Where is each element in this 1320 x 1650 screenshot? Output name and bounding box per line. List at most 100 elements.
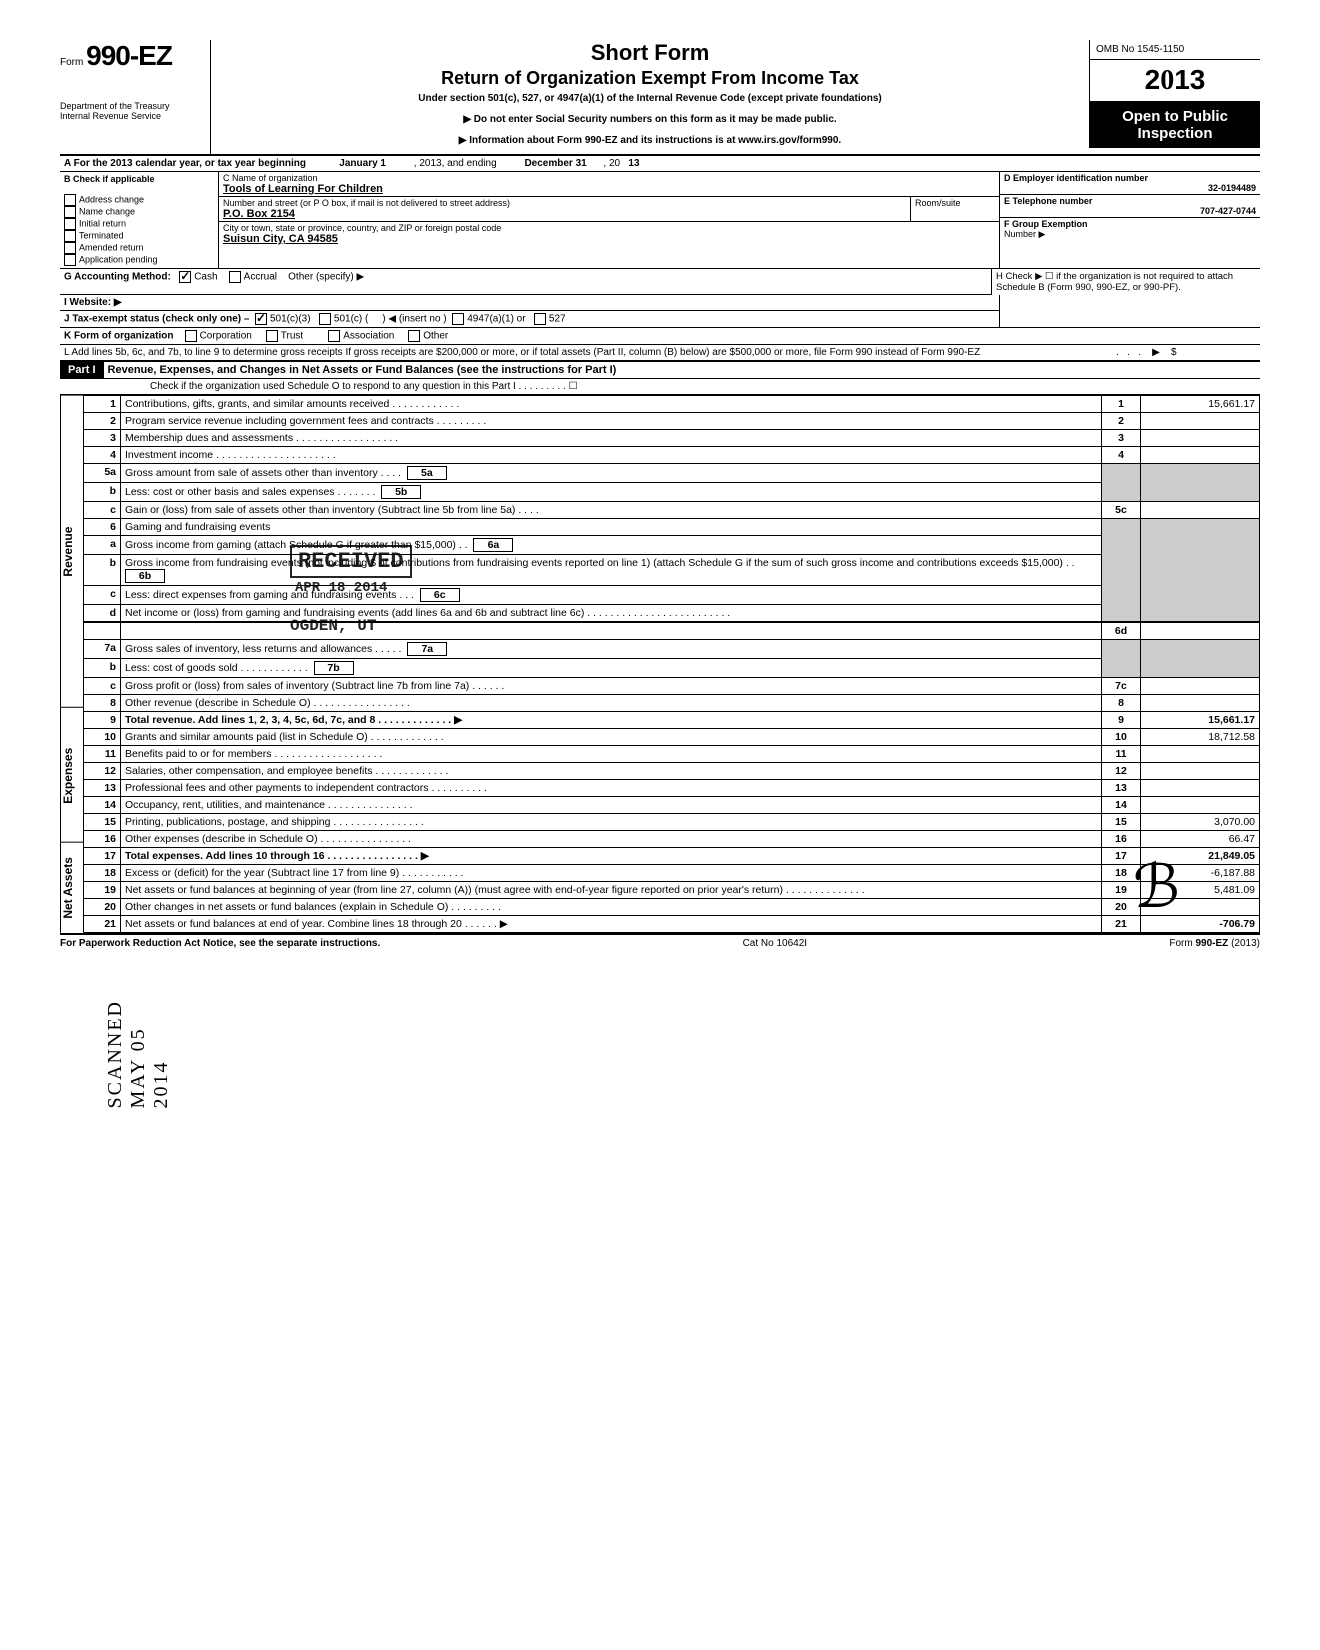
chk-other-org[interactable] — [408, 330, 420, 342]
h-text: H Check ▶ ☐ if the organization is not r… — [996, 271, 1233, 293]
form-header: Form 990-EZ Department of the Treasury I… — [60, 40, 1260, 154]
line-6d: dNet income or (loss) from gaming and fu… — [84, 605, 1260, 622]
form-number-value: 990-EZ — [86, 40, 172, 71]
line-a-end: December 31 — [524, 158, 586, 169]
opt-501c: 501(c) ( — [334, 314, 368, 325]
part1-header-row: Part I Revenue, Expenses, and Changes in… — [60, 361, 1260, 379]
line-a-label: A For the 2013 calendar year, or tax yea… — [64, 158, 306, 169]
l-arrow: ▶ — [1152, 347, 1160, 358]
chk-amended[interactable] — [64, 242, 76, 254]
f-group-exemption: F Group Exemption Number ▶ — [1000, 218, 1260, 241]
omb-number: OMB No 1545-1150 — [1090, 40, 1260, 60]
chk-app-pending[interactable] — [64, 254, 76, 266]
line-17: 17Total expenses. Add lines 10 through 1… — [84, 848, 1260, 865]
stamp-scanned: SCANNED MAY 05 2014 — [104, 1000, 173, 1108]
opt-initial-return: Initial return — [79, 218, 126, 228]
b-label: B Check if applicable — [64, 174, 155, 184]
g-label: G Accounting Method: — [64, 272, 171, 283]
line-a-tax-year: A For the 2013 calendar year, or tax yea… — [60, 154, 1260, 172]
f-label: F Group Exemption — [1004, 219, 1088, 229]
line-6: 6Gaming and fundraising events — [84, 519, 1260, 536]
part1-check-o: Check if the organization used Schedule … — [60, 379, 1260, 395]
chk-cash[interactable] — [179, 271, 191, 283]
line-10: 10Grants and similar amounts paid (list … — [84, 729, 1260, 746]
chk-527[interactable] — [534, 313, 546, 325]
line-14: 14Occupancy, rent, utilities, and mainte… — [84, 797, 1260, 814]
opt-accrual: Accrual — [244, 272, 277, 283]
chk-address-change[interactable] — [64, 194, 76, 206]
lines-table-wrap: 1Contributions, gifts, grants, and simil… — [84, 395, 1260, 933]
c-city-row: City or town, state or province, country… — [219, 222, 999, 246]
dept-irs: Internal Revenue Service — [60, 112, 210, 122]
chk-name-change[interactable] — [64, 206, 76, 218]
section-def: D Employer identification number 32-0194… — [1000, 172, 1260, 268]
c-street-row: Number and street (or P O box, if mail i… — [219, 197, 999, 222]
row-i: I Website: ▶ — [60, 295, 1260, 311]
line-5b: bLess: cost or other basis and sales exp… — [84, 483, 1260, 502]
lines-table: 1Contributions, gifts, grants, and simil… — [84, 395, 1260, 622]
line-6b: bGross income from fundraising events (n… — [84, 555, 1260, 586]
header-center: Short Form Return of Organization Exempt… — [210, 40, 1089, 154]
ein-value: 32-0194489 — [1208, 183, 1256, 193]
opt-other-specify: Other (specify) ▶ — [288, 272, 364, 283]
line-a-begin: January 1 — [339, 158, 386, 169]
department: Department of the Treasury Internal Reve… — [60, 102, 210, 122]
opt-app-pending: Application pending — [79, 254, 158, 264]
opt-cash: Cash — [194, 272, 217, 283]
opt-terminated: Terminated — [79, 230, 124, 240]
j-tax-exempt: J Tax-exempt status (check only one) – 5… — [60, 311, 999, 328]
line-6d-out: 6d — [84, 623, 1260, 640]
header-right: OMB No 1545-1150 20201313 Open to Public… — [1089, 40, 1260, 148]
side-section-labels: Revenue Expenses Net Assets — [60, 395, 84, 933]
line-12: 12Salaries, other compensation, and empl… — [84, 763, 1260, 780]
line-8: 8Other revenue (describe in Schedule O) … — [84, 695, 1260, 712]
line-7a: 7aGross sales of inventory, less returns… — [84, 640, 1260, 659]
chk-trust[interactable] — [266, 330, 278, 342]
line-a-yr: 13 — [628, 158, 639, 169]
k-form-of-org: K Form of organization Corporation Trust… — [60, 328, 1260, 345]
chk-4947[interactable] — [452, 313, 464, 325]
j-insert: ◀ (insert no ) — [388, 314, 446, 325]
part1-title: Revenue, Expenses, and Changes in Net As… — [104, 362, 621, 378]
row-gh: G Accounting Method: Cash Accrual Other … — [60, 269, 1260, 295]
open-to-public: Open to Public Inspection — [1090, 102, 1260, 148]
phone-value: 707-427-0744 — [1200, 206, 1256, 216]
side-revenue: Revenue — [60, 395, 84, 707]
form-label: Form — [60, 57, 83, 68]
line-5a: 5aGross amount from sale of assets other… — [84, 464, 1260, 483]
entity-block: B Check if applicable Address change Nam… — [60, 172, 1260, 269]
header-left: Form 990-EZ Department of the Treasury I… — [60, 40, 210, 122]
c-label: C Name of organization — [223, 173, 318, 183]
chk-accrual[interactable] — [229, 271, 241, 283]
chk-initial-return[interactable] — [64, 218, 76, 230]
l-gross-receipts: L Add lines 5b, 6c, and 7b, to line 9 to… — [60, 345, 1260, 361]
opt-501c3: 501(c)(3) — [270, 314, 311, 325]
line-a-yr-label: , 20 — [603, 158, 620, 169]
i-label: I Website: ▶ — [64, 297, 122, 308]
footer-right: Form 990-EZ (2013) — [1169, 938, 1260, 949]
opt-corporation: Corporation — [200, 331, 252, 342]
footer-left: For Paperwork Reduction Act Notice, see … — [60, 938, 380, 949]
chk-terminated[interactable] — [64, 230, 76, 242]
g-accounting: G Accounting Method: Cash Accrual Other … — [60, 269, 991, 295]
e-label: E Telephone number — [1004, 196, 1092, 206]
i-website: I Website: ▶ — [60, 295, 999, 311]
line-21: 21Net assets or fund balances at end of … — [84, 916, 1260, 933]
instruction-ssn: ▶ Do not enter Social Security numbers o… — [221, 114, 1079, 125]
chk-501c3[interactable] — [255, 313, 267, 325]
chk-corporation[interactable] — [185, 330, 197, 342]
part1-label: Part I — [60, 362, 104, 378]
org-name: Tools of Learning For Children — [223, 183, 383, 195]
opt-527: 527 — [549, 314, 566, 325]
j-label: J Tax-exempt status (check only one) – — [64, 314, 249, 325]
line-5c: cGain or (loss) from sale of assets othe… — [84, 502, 1260, 519]
c-name-row: C Name of organization Tools of Learning… — [219, 172, 999, 197]
d-label: D Employer identification number — [1004, 173, 1148, 183]
chk-association[interactable] — [328, 330, 340, 342]
tax-year: 20201313 — [1090, 60, 1260, 102]
opt-amended: Amended return — [79, 242, 144, 252]
chk-501c[interactable] — [319, 313, 331, 325]
footer: For Paperwork Reduction Act Notice, see … — [60, 933, 1260, 952]
line-7c: cGross profit or (loss) from sales of in… — [84, 678, 1260, 695]
title-short-form: Short Form — [221, 40, 1079, 66]
